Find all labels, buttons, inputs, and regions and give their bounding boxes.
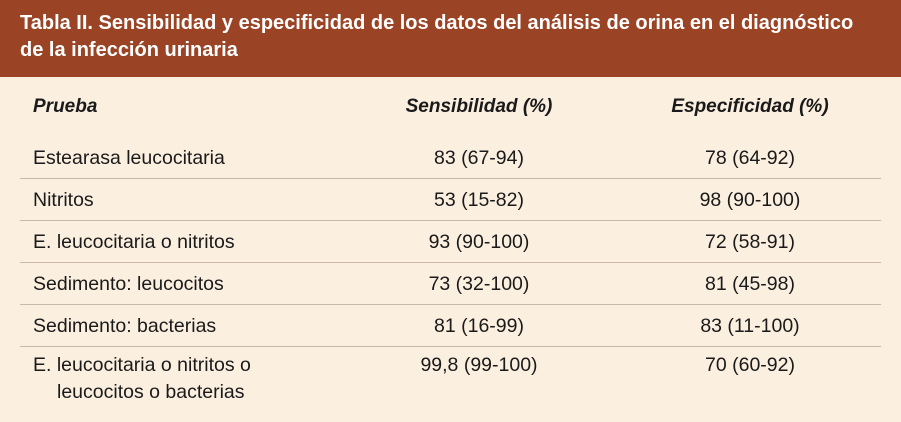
table-row: Estearasa leucocitaria 83 (67-94) 78 (64… xyxy=(20,137,881,179)
table-row: E. leucocitaria o nitritos o leucocitos … xyxy=(20,347,881,416)
cell-sensibilidad: 99,8 (99-100) xyxy=(420,354,538,376)
cell-prueba: Estearasa leucocitaria xyxy=(33,147,225,169)
cell-prueba: E. leucocitaria o nitritos xyxy=(33,231,235,253)
cell-sensibilidad: 53 (15-82) xyxy=(434,189,524,211)
cell-prueba-line1: E. leucocitaria o nitritos o xyxy=(33,354,251,376)
cell-especificidad: 70 (60-92) xyxy=(705,354,795,376)
cell-prueba-line2: leucocitos o bacterias xyxy=(57,381,245,403)
cell-prueba: Sedimento: leucocitos xyxy=(33,273,224,295)
cell-sensibilidad: 73 (32-100) xyxy=(428,273,530,295)
table-row: Sedimento: bacterias 81 (16-99) 83 (11-1… xyxy=(20,305,881,347)
cell-especificidad: 78 (64-92) xyxy=(705,147,795,169)
cell-especificidad: 83 (11-100) xyxy=(700,315,800,337)
table-body: Estearasa leucocitaria 83 (67-94) 78 (64… xyxy=(20,137,881,416)
cell-especificidad: 72 (58-91) xyxy=(705,231,795,253)
table-row: Nitritos 53 (15-82) 98 (90-100) xyxy=(20,179,881,221)
cell-especificidad: 98 (90-100) xyxy=(699,189,801,211)
column-header-prueba: Prueba xyxy=(33,96,98,117)
table-header-row: Prueba Sensibilidad (%) Especificidad (%… xyxy=(0,92,901,122)
table-row: E. leucocitaria o nitritos 93 (90-100) 7… xyxy=(20,221,881,263)
cell-especificidad: 81 (45-98) xyxy=(705,273,795,295)
cell-sensibilidad: 93 (90-100) xyxy=(428,231,530,253)
cell-sensibilidad: 83 (67-94) xyxy=(434,147,524,169)
cell-prueba: Nitritos xyxy=(33,189,94,211)
column-header-especificidad: Especificidad (%) xyxy=(671,96,829,117)
cell-sensibilidad: 81 (16-99) xyxy=(434,315,524,337)
cell-prueba: Sedimento: bacterias xyxy=(33,315,217,337)
column-header-sensibilidad: Sensibilidad (%) xyxy=(405,96,553,117)
table-title: Tabla II. Sensibilidad y especificidad d… xyxy=(0,0,901,77)
cell-prueba: E. leucocitaria o nitritos o leucocitos … xyxy=(33,352,251,406)
table-row: Sedimento: leucocitos 73 (32-100) 81 (45… xyxy=(20,263,881,305)
